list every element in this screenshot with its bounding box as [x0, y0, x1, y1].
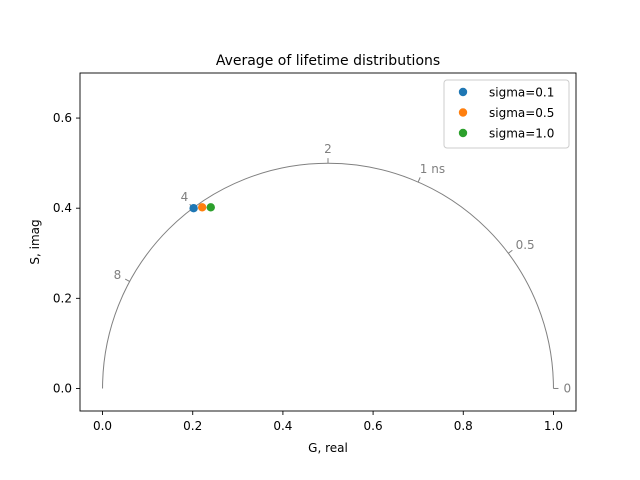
y-tick-label: 0.2 [53, 291, 72, 305]
data-point [197, 203, 207, 212]
lifetime-label: 0 [563, 381, 571, 395]
lifetime-tick [124, 278, 130, 282]
lifetime-label: 8 [114, 268, 122, 282]
legend-marker [458, 87, 468, 97]
semicircle-arc [102, 162, 554, 389]
x-tick-label: 0.6 [364, 419, 383, 433]
legend-marker [458, 128, 468, 138]
axes-frame [79, 72, 577, 412]
lifetime-label: 2 [324, 142, 332, 156]
data-point [206, 203, 215, 212]
x-axis-ticks: 0.0 0.2 0.4 0.6 0.8 1.0 [93, 411, 563, 433]
chart-title: Average of lifetime distributions [216, 53, 440, 69]
x-tick-label: 1.0 [544, 419, 563, 433]
x-tick-label: 0.0 [93, 419, 112, 433]
legend-label: sigma=1.0 [489, 127, 554, 141]
legend-entries: sigma=0.1 sigma=0.5 sigma=1.0 [458, 86, 554, 141]
x-tick-label: 0.2 [183, 419, 202, 433]
y-tick-label: 0.4 [53, 201, 72, 215]
legend-box [443, 79, 570, 149]
x-axis-label: G, real [308, 441, 348, 455]
legend-label: sigma=0.5 [489, 106, 554, 120]
x-tick-label: 0.8 [454, 419, 473, 433]
lifetime-label: 1 ns [420, 162, 445, 176]
x-tick-label: 0.4 [273, 419, 292, 433]
legend: sigma=0.1 sigma=0.5 sigma=1.0 [443, 79, 570, 149]
y-axis-ticks: 0.0 0.2 0.4 0.6 [53, 111, 80, 395]
legend-label: sigma=0.1 [489, 86, 554, 100]
data-points [189, 203, 215, 213]
lifetime-tick [417, 177, 421, 183]
lifetime-tick [508, 249, 513, 254]
y-axis-label: S, imag [28, 219, 42, 264]
y-tick-label: 0.6 [53, 111, 72, 125]
lifetime-label: 0.5 [516, 238, 535, 252]
universal-circle: 0 0.5 1 ns 2 4 8 [102, 142, 571, 395]
legend-marker [458, 108, 468, 117]
y-tick-label: 0.0 [53, 381, 72, 395]
lifetime-label: 4 [181, 190, 189, 204]
data-point [189, 204, 198, 213]
